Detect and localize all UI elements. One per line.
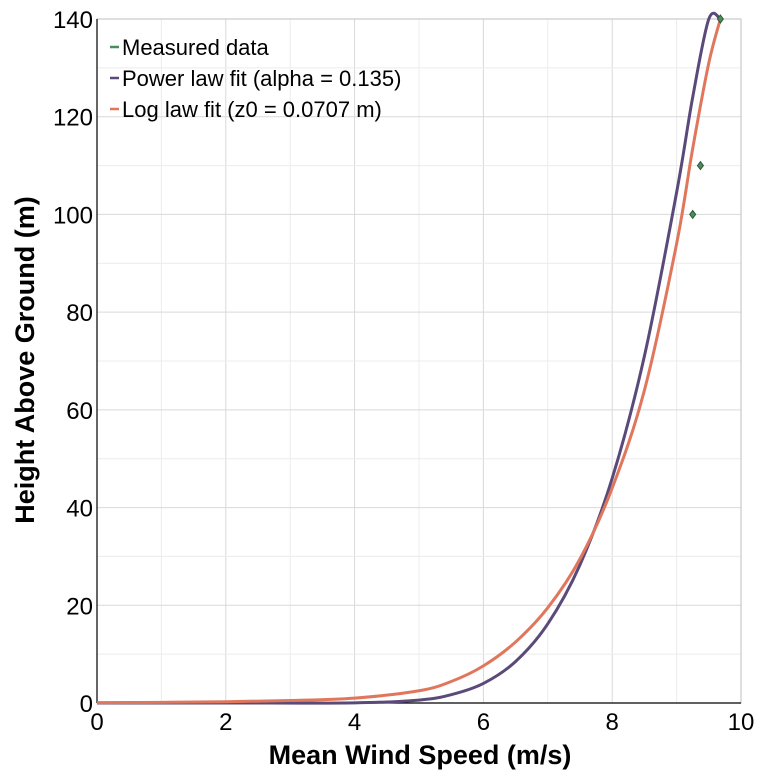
x-tick-label: 10 [728,709,755,736]
x-tick-label: 6 [477,709,490,736]
data-point [696,160,705,171]
series-line [96,18,722,705]
data-point [716,14,725,24]
legend-label: Measured data [122,35,270,60]
y-tick-label: 120 [53,105,93,132]
legend-label: Power law fit (alpha = 0.135) [122,66,401,91]
y-tick-label: 80 [66,300,93,327]
y-tick-label: 140 [53,7,93,34]
y-tick-label: 20 [66,593,93,620]
y-axis-label: Height Above Ground (m) [10,196,40,523]
legend: Measured data Power law fit (alpha = 0.13… [110,35,401,122]
y-tick-label: 40 [66,496,93,523]
y-tick-label: 0 [80,691,93,718]
legend-label: Log law fit (z0 = 0.0707 m) [122,97,382,122]
series-line [96,11,722,705]
x-tick-label: 2 [219,709,232,736]
series-layer [96,11,725,705]
y-tick-label: 60 [66,398,93,425]
y-tick-label: 100 [53,202,93,229]
x-tick-label: 8 [606,709,619,736]
data-point [689,209,697,220]
x-tick-label: 0 [90,709,103,736]
x-axis-label: Mean Wind Speed (m/s) [269,740,572,770]
x-tick-label: 4 [348,709,361,736]
